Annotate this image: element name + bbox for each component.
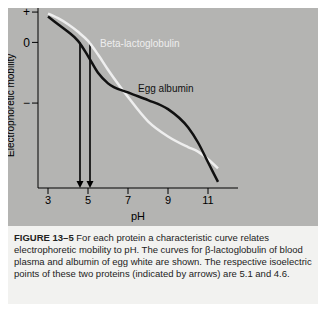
svg-text:7: 7 xyxy=(125,194,131,206)
svg-text:5: 5 xyxy=(85,194,91,206)
svg-text:0: 0 xyxy=(23,36,30,50)
svg-text:Beta-lactoglobulin: Beta-lactoglobulin xyxy=(100,38,180,49)
html-text:FIGURE 13–5 For each protein a: FIGURE 13–5 For each protein a character… xyxy=(14,232,312,279)
svg-text:−: − xyxy=(23,96,30,110)
svg-text:9: 9 xyxy=(165,194,171,206)
svg-text:Egg albumin: Egg albumin xyxy=(138,83,194,94)
svg-text:3: 3 xyxy=(45,194,51,206)
svg-text:pH: pH xyxy=(131,210,145,222)
svg-text:Electrophoretic mobility: Electrophoretic mobility xyxy=(8,54,16,157)
svg-text:11: 11 xyxy=(202,194,213,206)
svg-text:+: + xyxy=(23,8,30,19)
